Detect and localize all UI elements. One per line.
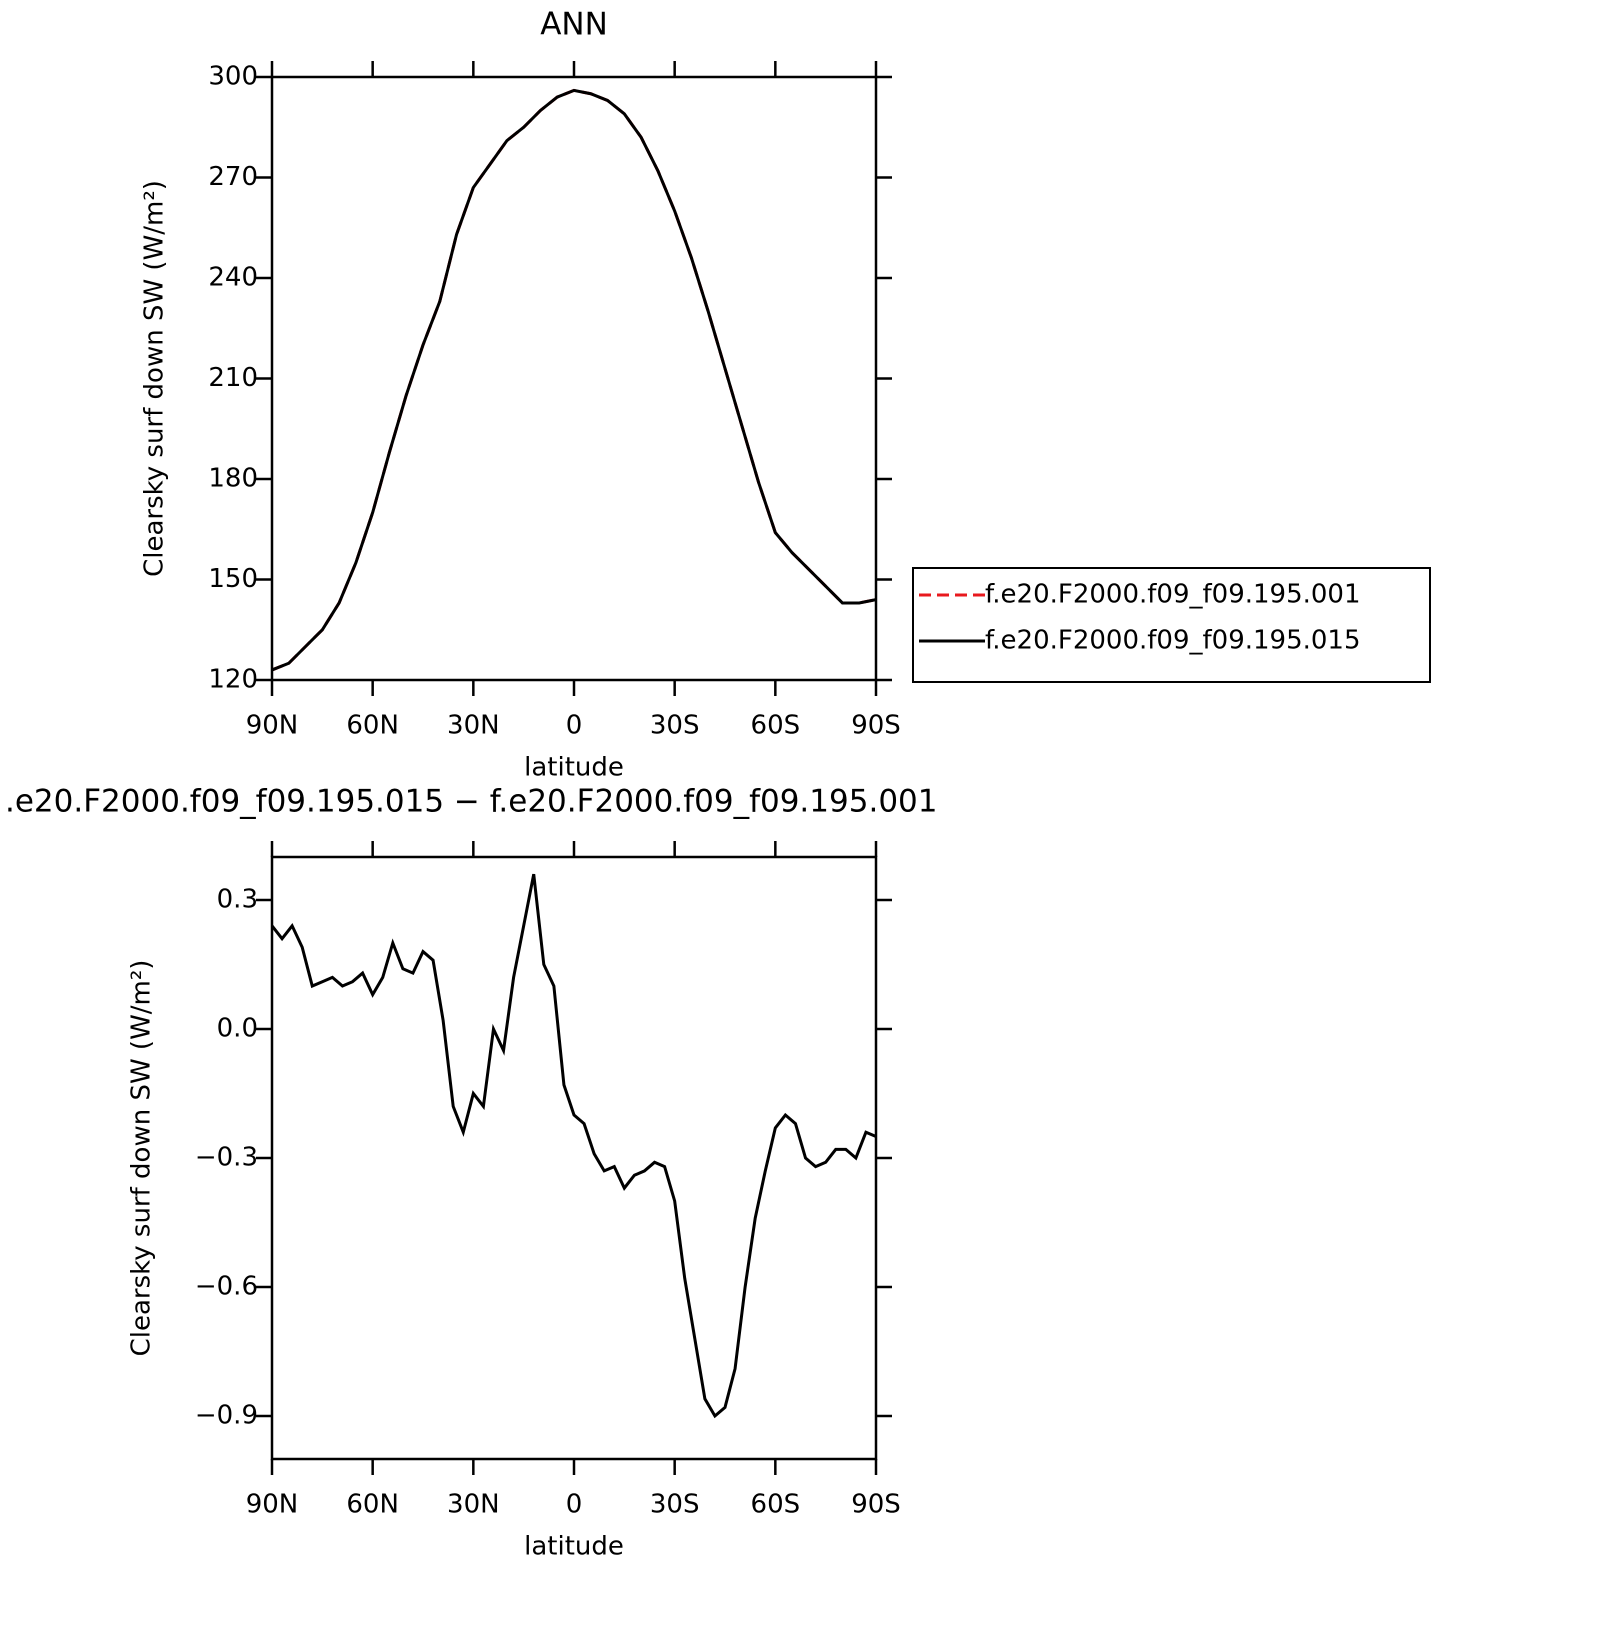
chart-title: .e20.F2000.f09_f09.195.015 − f.e20.F2000… — [5, 784, 937, 820]
x-tick-label: 30N — [447, 711, 500, 741]
y-tick-label: 240 — [208, 263, 258, 293]
y-tick-label: 300 — [208, 62, 258, 92]
data-line — [271, 88, 877, 672]
legend-box — [912, 567, 1431, 683]
x-tick-label: 60S — [751, 711, 801, 741]
y-tick-label: −0.9 — [195, 1401, 258, 1431]
plot-frame — [270, 75, 878, 682]
x-tick-label: 60N — [346, 711, 399, 741]
y-tick-label: 120 — [208, 665, 258, 695]
plot-frame — [270, 855, 878, 1461]
data-line — [271, 88, 877, 672]
data-line — [270, 873, 877, 1419]
x-tick-label: 30N — [447, 1490, 500, 1520]
y-tick-label: −0.3 — [195, 1143, 258, 1173]
y-tick-label: 180 — [208, 464, 258, 494]
x-tick-label: 0 — [566, 711, 583, 741]
x-tick-label: 30S — [650, 711, 700, 741]
x-tick-label: 0 — [566, 1490, 583, 1520]
x-tick-label: 90S — [851, 711, 901, 741]
x-axis-label: latitude — [524, 1532, 624, 1562]
x-tick-label: 30S — [650, 1490, 700, 1520]
y-axis-label: Clearsky surf down SW (W/m²) — [140, 180, 170, 577]
x-tick-label: 60N — [346, 1490, 399, 1520]
x-tick-label: 60S — [751, 1490, 801, 1520]
chart-title: ANN — [540, 7, 608, 43]
y-tick-label: 270 — [208, 162, 258, 192]
y-tick-label: 0.3 — [217, 885, 258, 915]
y-tick-label: 150 — [208, 564, 258, 594]
y-tick-label: 210 — [208, 363, 258, 393]
y-axis-label: Clearsky surf down SW (W/m²) — [127, 960, 157, 1357]
x-tick-label: 90N — [246, 711, 299, 741]
y-tick-label: 0.0 — [217, 1014, 258, 1044]
legend-label: f.e20.F2000.f09_f09.195.001 — [985, 580, 1361, 610]
legend-label: f.e20.F2000.f09_f09.195.015 — [985, 626, 1361, 656]
x-tick-label: 90N — [246, 1490, 299, 1520]
x-tick-label: 90S — [851, 1490, 901, 1520]
y-tick-label: −0.6 — [195, 1272, 258, 1302]
x-axis-label: latitude — [524, 753, 624, 783]
